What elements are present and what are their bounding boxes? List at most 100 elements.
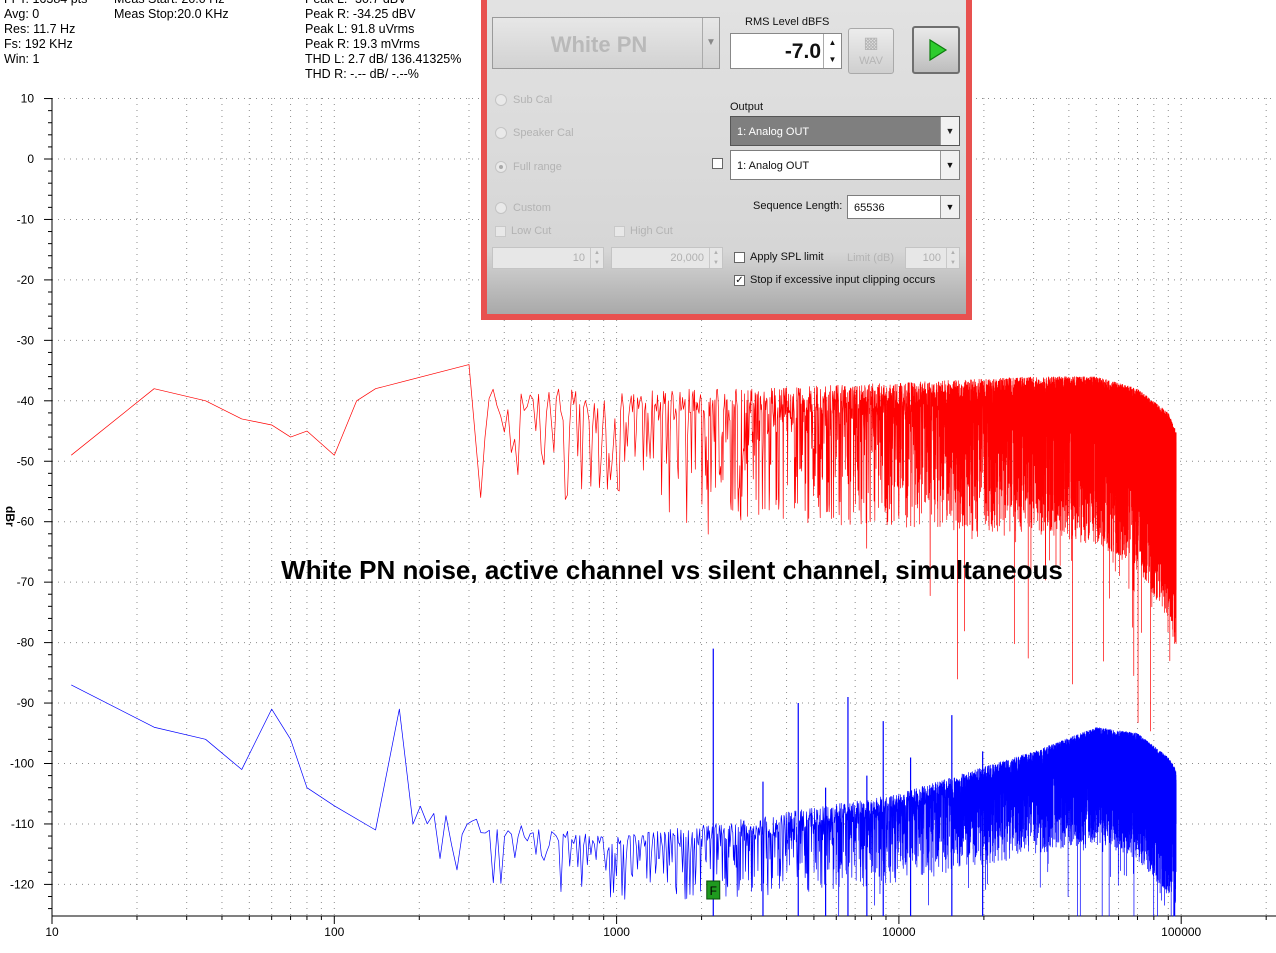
y-tick-label: -120 (10, 877, 34, 891)
low-cut-check-box[interactable] (495, 225, 506, 237)
radio-button[interactable] (495, 94, 507, 107)
sequence-length-value: 65536 (854, 202, 885, 214)
mode-radio-label: Sub Cal (513, 94, 553, 106)
y-tick-label: -20 (17, 273, 35, 287)
y-tick-label: -90 (17, 696, 35, 710)
output-label: Output (730, 101, 764, 113)
rms-level-input[interactable]: -7.0 ▲ ▼ (730, 33, 842, 69)
radio-button[interactable] (495, 127, 507, 140)
y-tick-label: -80 (17, 636, 35, 650)
peak-thd-line: THD R: -.-- dB/ -.--% (305, 67, 419, 81)
limit-db-spinner[interactable]: ▲ ▼ (946, 248, 959, 268)
fft-info-line: Res: 11.7 Hz (4, 22, 76, 36)
high-cut-check-box[interactable] (614, 225, 625, 237)
wav-button[interactable]: ▩ WAV (848, 28, 894, 74)
high-cut-label: High Cut (630, 225, 673, 237)
measure-range-line: Meas Stop:20.0 KHz (114, 7, 229, 21)
mode-radio-label: Custom (513, 202, 551, 214)
signal-type-value: White PN (550, 32, 648, 57)
spin-down-icon[interactable]: ▼ (828, 55, 837, 64)
rms-level-label: RMS Level dBFS (745, 16, 830, 28)
marker-label: F (710, 884, 717, 898)
measure-range-column: Meas Start: 20.0 HzMeas Stop:20.0 KHz (114, 0, 229, 22)
y-tick-label: -110 (11, 817, 34, 831)
y-tick-label: -40 (17, 394, 35, 408)
measure-range-line: Meas Start: 20.0 Hz (114, 0, 229, 7)
mode-radio-custom[interactable]: Custom (495, 202, 551, 215)
chevron-down-icon: ▼ (702, 18, 719, 68)
y-tick-label: -30 (17, 333, 35, 347)
output-select-2[interactable]: 1: Analog OUT ▼ (730, 150, 960, 180)
apply-spl-label: Apply SPL limit (750, 251, 824, 263)
radio-button[interactable] (495, 202, 507, 215)
sequence-length-label: Sequence Length: (753, 200, 843, 212)
peak-thd-line: Peak L: -30.7 dBV (305, 0, 461, 7)
series-line-1 (71, 684, 1177, 917)
x-tick-label: 10000 (882, 925, 916, 939)
y-tick-label: -100 (10, 757, 34, 771)
sequence-length-select[interactable]: 65536 ▼ (847, 195, 960, 219)
fft-info-line: FFT: 16384 pts (4, 0, 87, 7)
x-tick-label: 100000 (1161, 925, 1201, 939)
stop-clipping-check-box[interactable]: ✓ (734, 274, 745, 286)
peak-thd-line: Peak L: 91.8 uVrms (305, 22, 415, 36)
apply-spl-limit-checkbox[interactable]: Apply SPL limit (734, 251, 824, 263)
limit-db-value: 100 (922, 252, 941, 264)
frequency-marker[interactable]: F (706, 880, 721, 900)
fft-info-line: Fs: 192 KHz (4, 37, 73, 51)
mode-radio-sub-cal[interactable]: Sub Cal (495, 94, 553, 107)
y-axis-label: dBr (3, 506, 17, 527)
high-cut-value: 20,000 (670, 252, 704, 264)
y-tick-label: -70 (17, 575, 35, 589)
series-layer (71, 364, 1177, 917)
wav-button-label: WAV (859, 55, 883, 67)
rms-level-value: -7.0 (784, 40, 821, 63)
chevron-down-icon: ▼ (940, 196, 959, 218)
mode-radio-label: Full range (513, 161, 562, 173)
wav-file-icon: ▩ (863, 35, 879, 52)
spin-up-icon[interactable]: ▲ (828, 38, 837, 47)
y-tick-label: -50 (17, 454, 35, 468)
high-cut-checkbox[interactable]: High Cut (614, 225, 673, 237)
y-tick-label: 0 (27, 152, 34, 166)
output-select-2-value: 1: Analog OUT (737, 160, 810, 172)
high-cut-input[interactable]: 20,000 ▲ ▼ (611, 247, 723, 269)
x-tick-label: 1000 (603, 925, 630, 939)
stop-clipping-label: Stop if excessive input clipping occurs (750, 274, 936, 286)
fft-info-line: Avg: 0 (4, 7, 40, 21)
low-cut-label: Low Cut (511, 225, 552, 237)
limit-db-input[interactable]: 100 ▲ ▼ (905, 247, 960, 269)
signal-type-dropdown[interactable]: White PN ▼ (492, 17, 720, 69)
peak-thd-line: THD L: 2.7 dB/ 136.41325% (305, 52, 462, 66)
low-cut-input[interactable]: 10 ▲ ▼ (492, 247, 604, 269)
low-cut-checkbox[interactable]: Low Cut (495, 225, 551, 237)
play-button[interactable] (912, 26, 960, 74)
output-select-1-value: 1: Analog OUT (737, 126, 810, 138)
chart-annotation: White PN noise, active channel vs silent… (281, 555, 1063, 585)
high-cut-spinner[interactable]: ▲ ▼ (709, 248, 722, 268)
y-tick-label: 10 (21, 92, 35, 106)
limit-db-label: Limit (dB) (847, 252, 895, 264)
generator-panel: White PN ▼ RMS Level dBFS -7.0 ▲ ▼ ▩ WAV… (481, 0, 972, 320)
mode-radio-full-range[interactable]: Full range (495, 161, 562, 174)
low-cut-value: 10 (572, 252, 585, 264)
series-line-0 (71, 364, 1177, 732)
play-icon (929, 38, 948, 62)
low-cut-spinner[interactable]: ▲ ▼ (590, 248, 603, 268)
plot-axes (51, 98, 1276, 917)
stop-clipping-checkbox[interactable]: ✓ Stop if excessive input clipping occurs (734, 274, 935, 286)
x-tick-label: 10 (45, 925, 59, 939)
mode-radio-speaker-cal[interactable]: Speaker Cal (495, 127, 574, 140)
apply-spl-check-box[interactable] (734, 251, 745, 263)
output-select-1[interactable]: 1: Analog OUT ▼ (730, 116, 960, 146)
rms-level-spinner[interactable]: ▲ ▼ (823, 34, 841, 68)
y-tick-label: -10 (17, 212, 35, 226)
peak-thd-line: Peak R: 19.3 mVrms (305, 37, 420, 51)
fft-info-line: Win: 1 (4, 52, 40, 66)
radio-button[interactable] (495, 161, 507, 174)
chevron-down-icon: ▼ (940, 151, 959, 179)
output-2-checkbox[interactable] (712, 158, 723, 169)
